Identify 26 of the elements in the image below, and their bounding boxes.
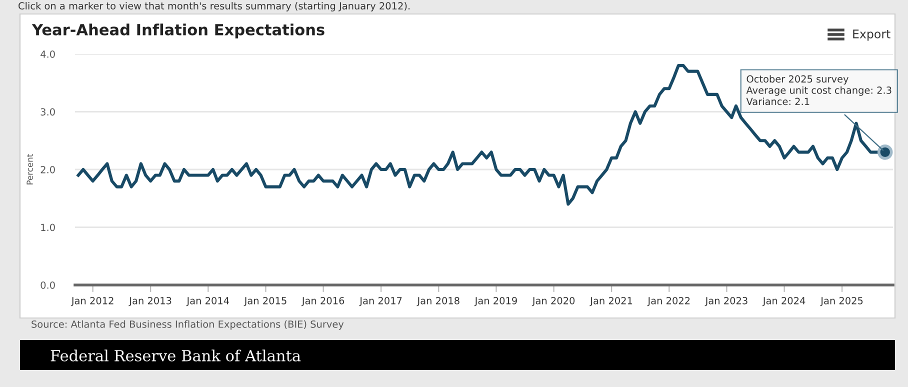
x-tick-label: Jan 2017 — [359, 296, 402, 306]
text: Click on a marker to view that month's results summary (starting January 2012). — [18, 2, 410, 12]
y-axis-title: Percent — [26, 154, 33, 184]
y-tick-label: 2.0 — [40, 166, 55, 174]
x-tick-label: Jan 2023 — [704, 296, 748, 306]
x-tick-label: Jan 2018 — [416, 296, 460, 306]
x-tick-label: Jan 2020 — [532, 296, 575, 306]
x-tick-label: Jan 2019 — [474, 296, 517, 306]
y-tick-label: 0.0 — [40, 281, 55, 289]
y-tick-label: 3.0 — [40, 108, 55, 116]
x-tick-label: Jan 2012 — [70, 296, 114, 306]
chart-title: Year-Ahead Inflation Expectations — [32, 24, 324, 38]
text: Export — [853, 30, 890, 41]
x-tick-label: Jan 2024 — [762, 296, 806, 306]
x-tick-label: Jan 2014 — [186, 296, 230, 306]
y-tick-label: 4.0 — [40, 50, 55, 58]
x-tick-label: Jan 2025 — [820, 296, 863, 306]
x-tick-label: Jan 2022 — [647, 296, 690, 306]
source-note: Source: Atlanta Fed Business Inflation Expectations (BIE) Survey — [32, 320, 344, 330]
x-tick-label: Jan 2016 — [301, 296, 344, 306]
x-tick-label: Jan 2021 — [590, 296, 632, 306]
annotation: October 2025 survey Average unit cost change: 2.3 Variance: 2.1 — [746, 75, 892, 106]
y-tick-label: 1.0 — [41, 224, 55, 232]
x-tick-label: Jan 2013 — [128, 296, 172, 306]
text: Federal Reserve Bank of Atlanta — [50, 350, 301, 362]
x-tick-label: Jan 2015 — [244, 296, 286, 306]
